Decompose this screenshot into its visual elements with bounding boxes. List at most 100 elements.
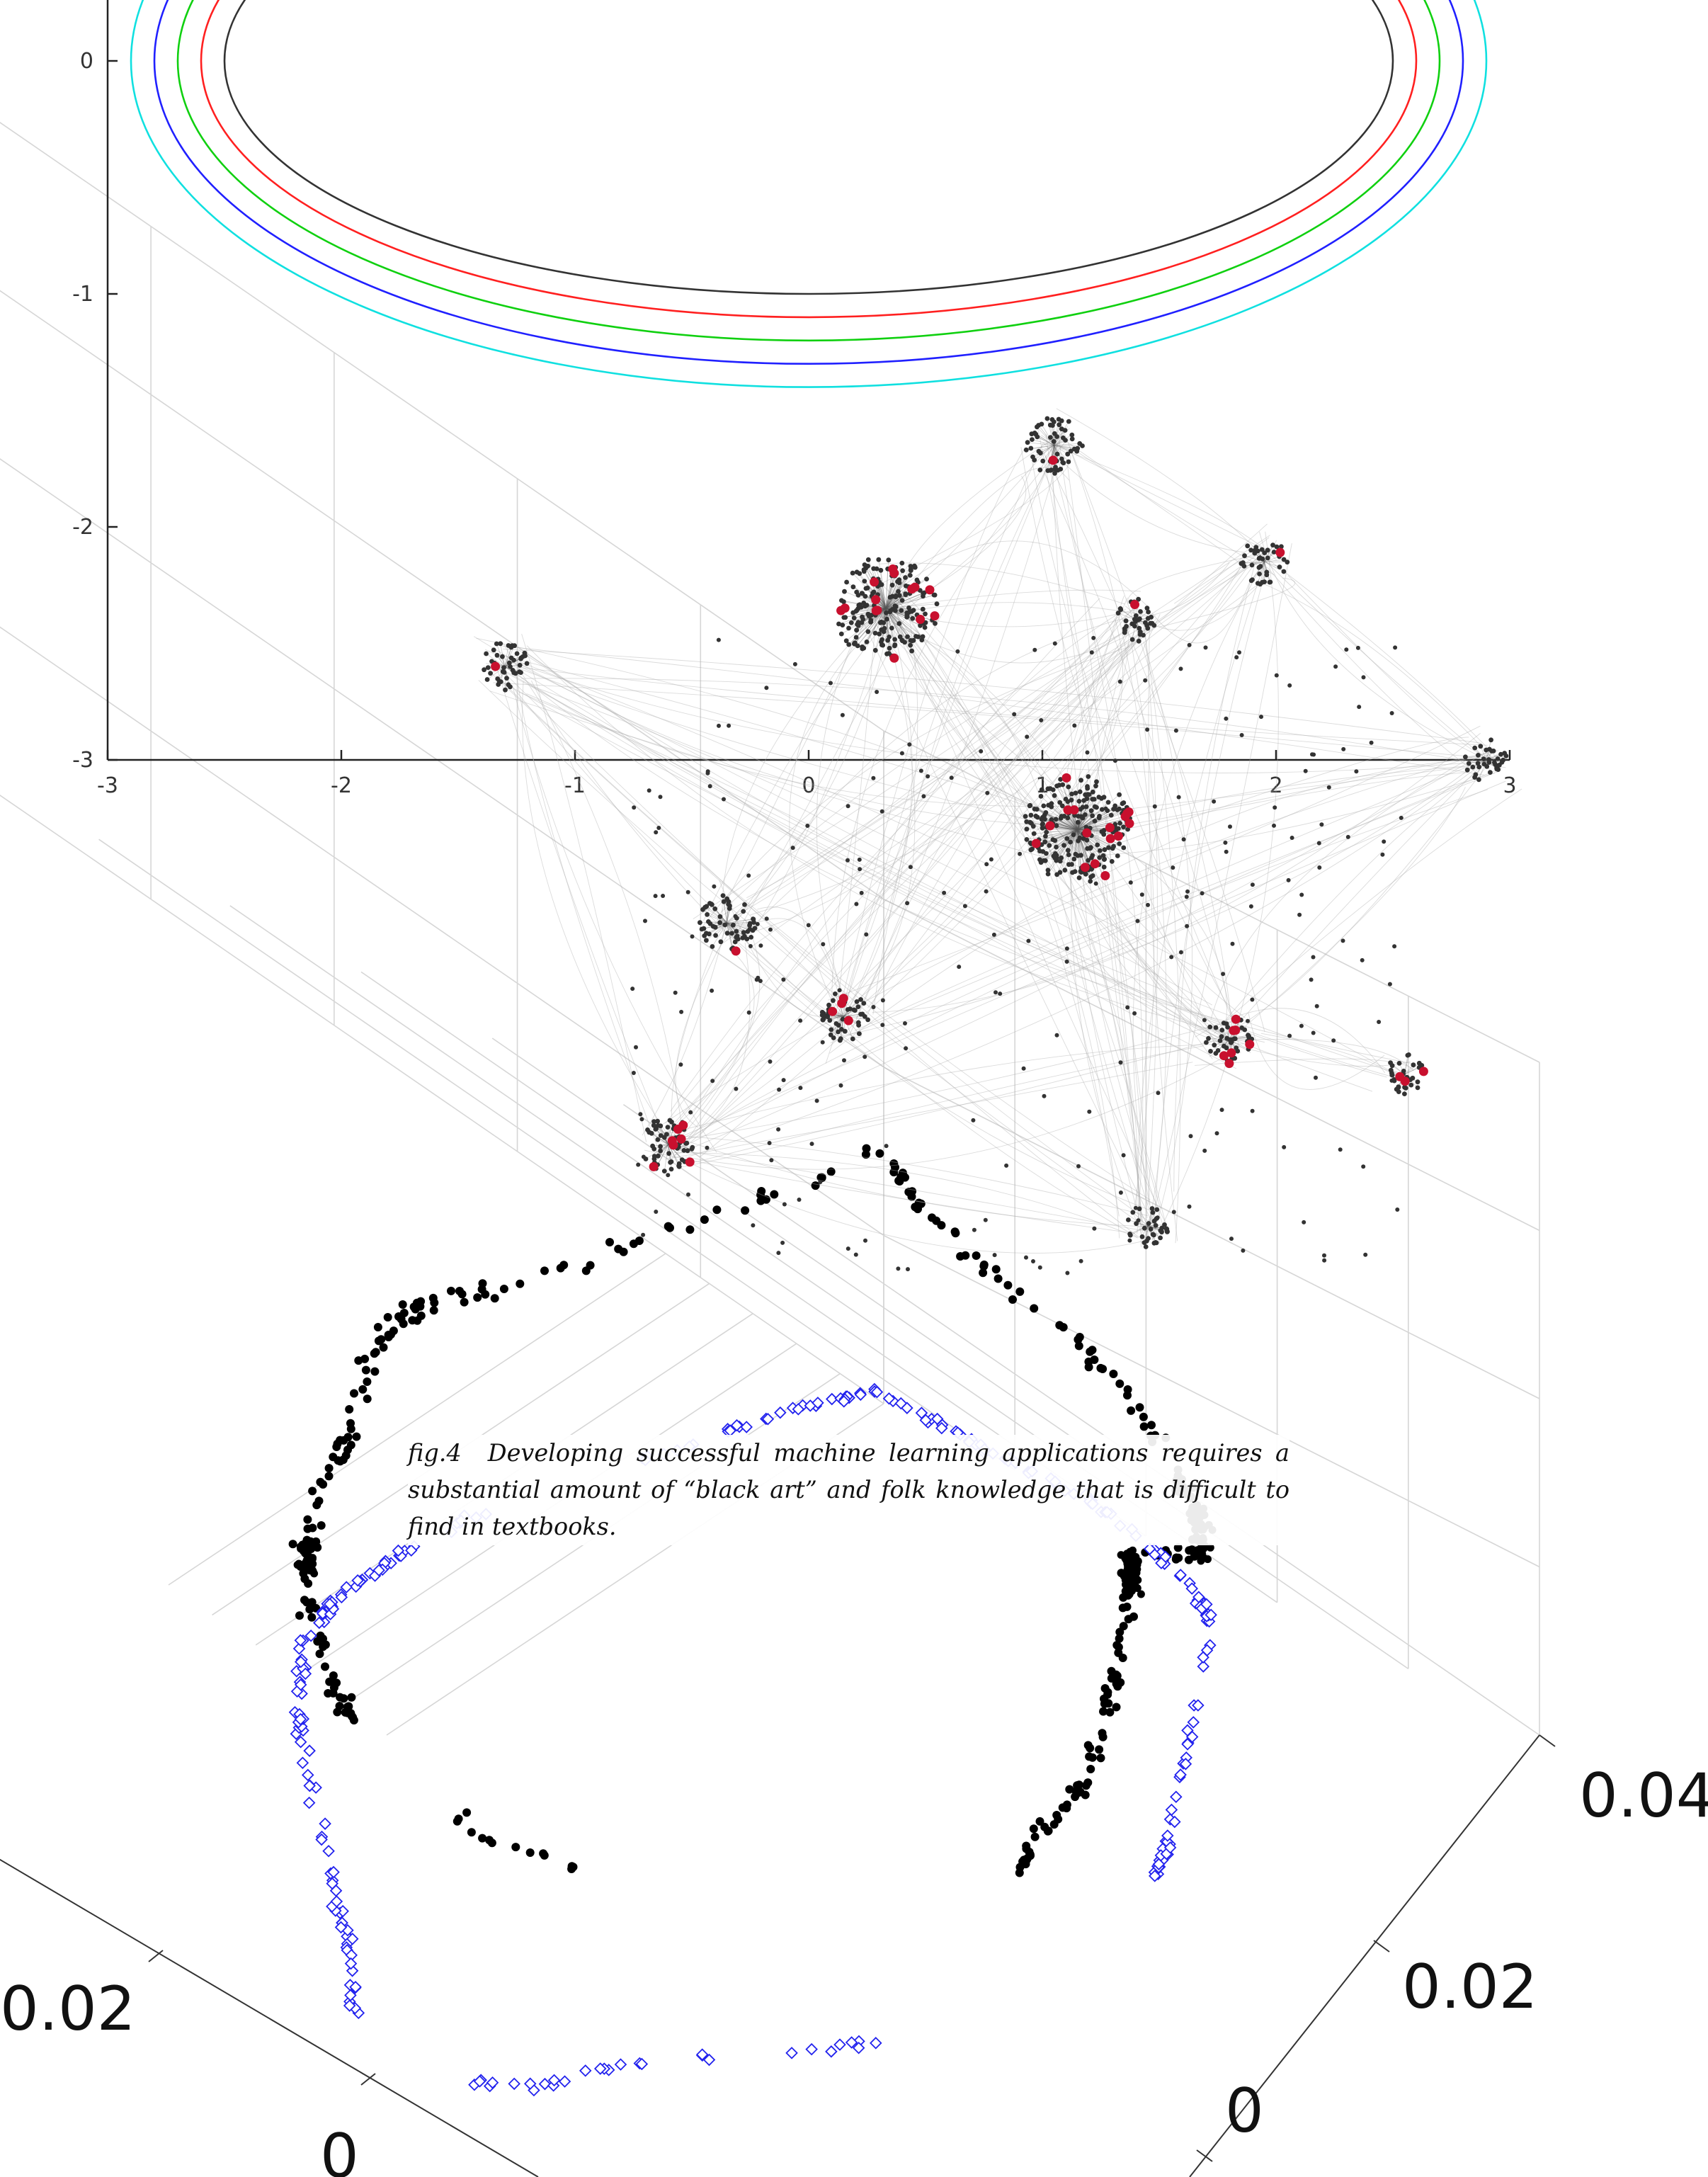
network-node <box>1062 868 1068 873</box>
network-node <box>678 1062 683 1067</box>
scatter-point <box>460 1297 469 1307</box>
network-edge <box>672 553 1263 1125</box>
network-edge <box>1224 788 1522 1023</box>
scatter-point <box>826 1392 838 1406</box>
network-edge <box>877 586 887 609</box>
network-node <box>865 629 871 635</box>
network-node <box>1234 1045 1239 1050</box>
network-node <box>776 1251 781 1256</box>
scatter-point <box>347 1693 356 1702</box>
scatter-point <box>329 1671 338 1680</box>
network-node <box>1221 972 1226 977</box>
network-node <box>655 1118 660 1124</box>
scatter-point <box>845 2036 858 2049</box>
network-edge <box>1077 829 1092 858</box>
network-node <box>1059 426 1064 432</box>
scatter-point <box>664 1222 673 1231</box>
network-node <box>1488 737 1494 743</box>
network-edge <box>822 1016 844 1021</box>
network-edge <box>894 607 1169 1230</box>
network-node <box>913 634 918 639</box>
network-node <box>1277 564 1282 569</box>
network-node <box>1136 638 1141 644</box>
3d-tick-label: 0.04 <box>1579 1761 1708 1831</box>
scatter-point <box>1148 1548 1161 1561</box>
wall-grid-line <box>883 1067 1540 1399</box>
network-edge <box>1054 445 1071 452</box>
network-edge <box>705 906 727 923</box>
network-node <box>895 579 900 584</box>
network-node <box>1331 1038 1336 1043</box>
network-node-highlighted <box>889 653 899 663</box>
scatter-point <box>1123 1567 1132 1575</box>
network-edge <box>727 923 736 938</box>
network-node <box>1064 836 1070 841</box>
network-node <box>681 1148 687 1153</box>
network-edge <box>1040 829 1078 852</box>
network-edge <box>1042 445 1054 462</box>
network-node <box>1063 797 1069 802</box>
network-node <box>1042 839 1048 845</box>
network-edge <box>870 608 887 623</box>
network-edge <box>867 608 887 632</box>
network-node-highlighted <box>731 946 741 956</box>
wall-grid-line <box>0 458 884 1068</box>
scatter-point <box>792 1403 805 1416</box>
network-node <box>1030 437 1035 442</box>
network-edge <box>1139 562 1230 618</box>
network-node <box>698 920 702 926</box>
network-node <box>712 924 718 930</box>
network-node <box>1316 841 1321 846</box>
network-node <box>1265 555 1270 561</box>
network-node <box>1125 1005 1130 1010</box>
network-node <box>1146 1221 1151 1226</box>
network-node <box>877 620 883 625</box>
network-node <box>1411 1062 1416 1068</box>
network-node <box>909 608 915 614</box>
scatter-point <box>372 1564 385 1577</box>
scatter-point <box>332 1443 341 1451</box>
scatter-point <box>350 1389 358 1398</box>
network-node <box>862 593 868 599</box>
network-edge <box>1158 577 1296 627</box>
network-node <box>1148 1227 1154 1232</box>
scatter-point <box>308 1523 317 1533</box>
scatter-point <box>300 1540 309 1548</box>
network-edge <box>1153 567 1267 1238</box>
network-node-highlighted <box>907 584 917 594</box>
network-node <box>1502 751 1508 756</box>
network-node <box>842 589 847 594</box>
network-edge <box>1248 1013 1385 1090</box>
network-node <box>1159 1229 1164 1235</box>
network-edge <box>1256 551 1490 762</box>
network-edge <box>1143 641 1193 1237</box>
network-node <box>1314 1004 1319 1008</box>
network-node <box>1047 843 1052 848</box>
network-edge <box>897 445 1051 603</box>
network-edge <box>493 682 1501 760</box>
network-node <box>1038 794 1044 799</box>
scatter-point <box>508 2077 520 2091</box>
network-node <box>1121 824 1126 830</box>
scatter-point <box>1065 1785 1074 1794</box>
network-node <box>1083 804 1089 809</box>
network-node <box>1118 1190 1123 1195</box>
network-node <box>639 1117 644 1122</box>
network-edge <box>1209 787 1466 1057</box>
network-node-highlighted <box>1100 871 1110 880</box>
wall-grid-line <box>0 626 884 1237</box>
network-edge <box>727 923 734 948</box>
scatter-point <box>1098 1732 1108 1741</box>
network-edge <box>1260 1033 1395 1076</box>
network-node <box>1100 853 1106 858</box>
network-node <box>501 670 507 675</box>
network-node <box>1059 814 1064 819</box>
network-node <box>983 1217 988 1222</box>
scatter-point <box>1122 1588 1130 1597</box>
network-edge <box>863 569 887 609</box>
scatter-point <box>1192 1591 1205 1603</box>
network-node <box>1085 846 1090 851</box>
network-node <box>1224 849 1229 854</box>
network-node <box>827 1018 833 1023</box>
network-node <box>1212 1042 1217 1048</box>
